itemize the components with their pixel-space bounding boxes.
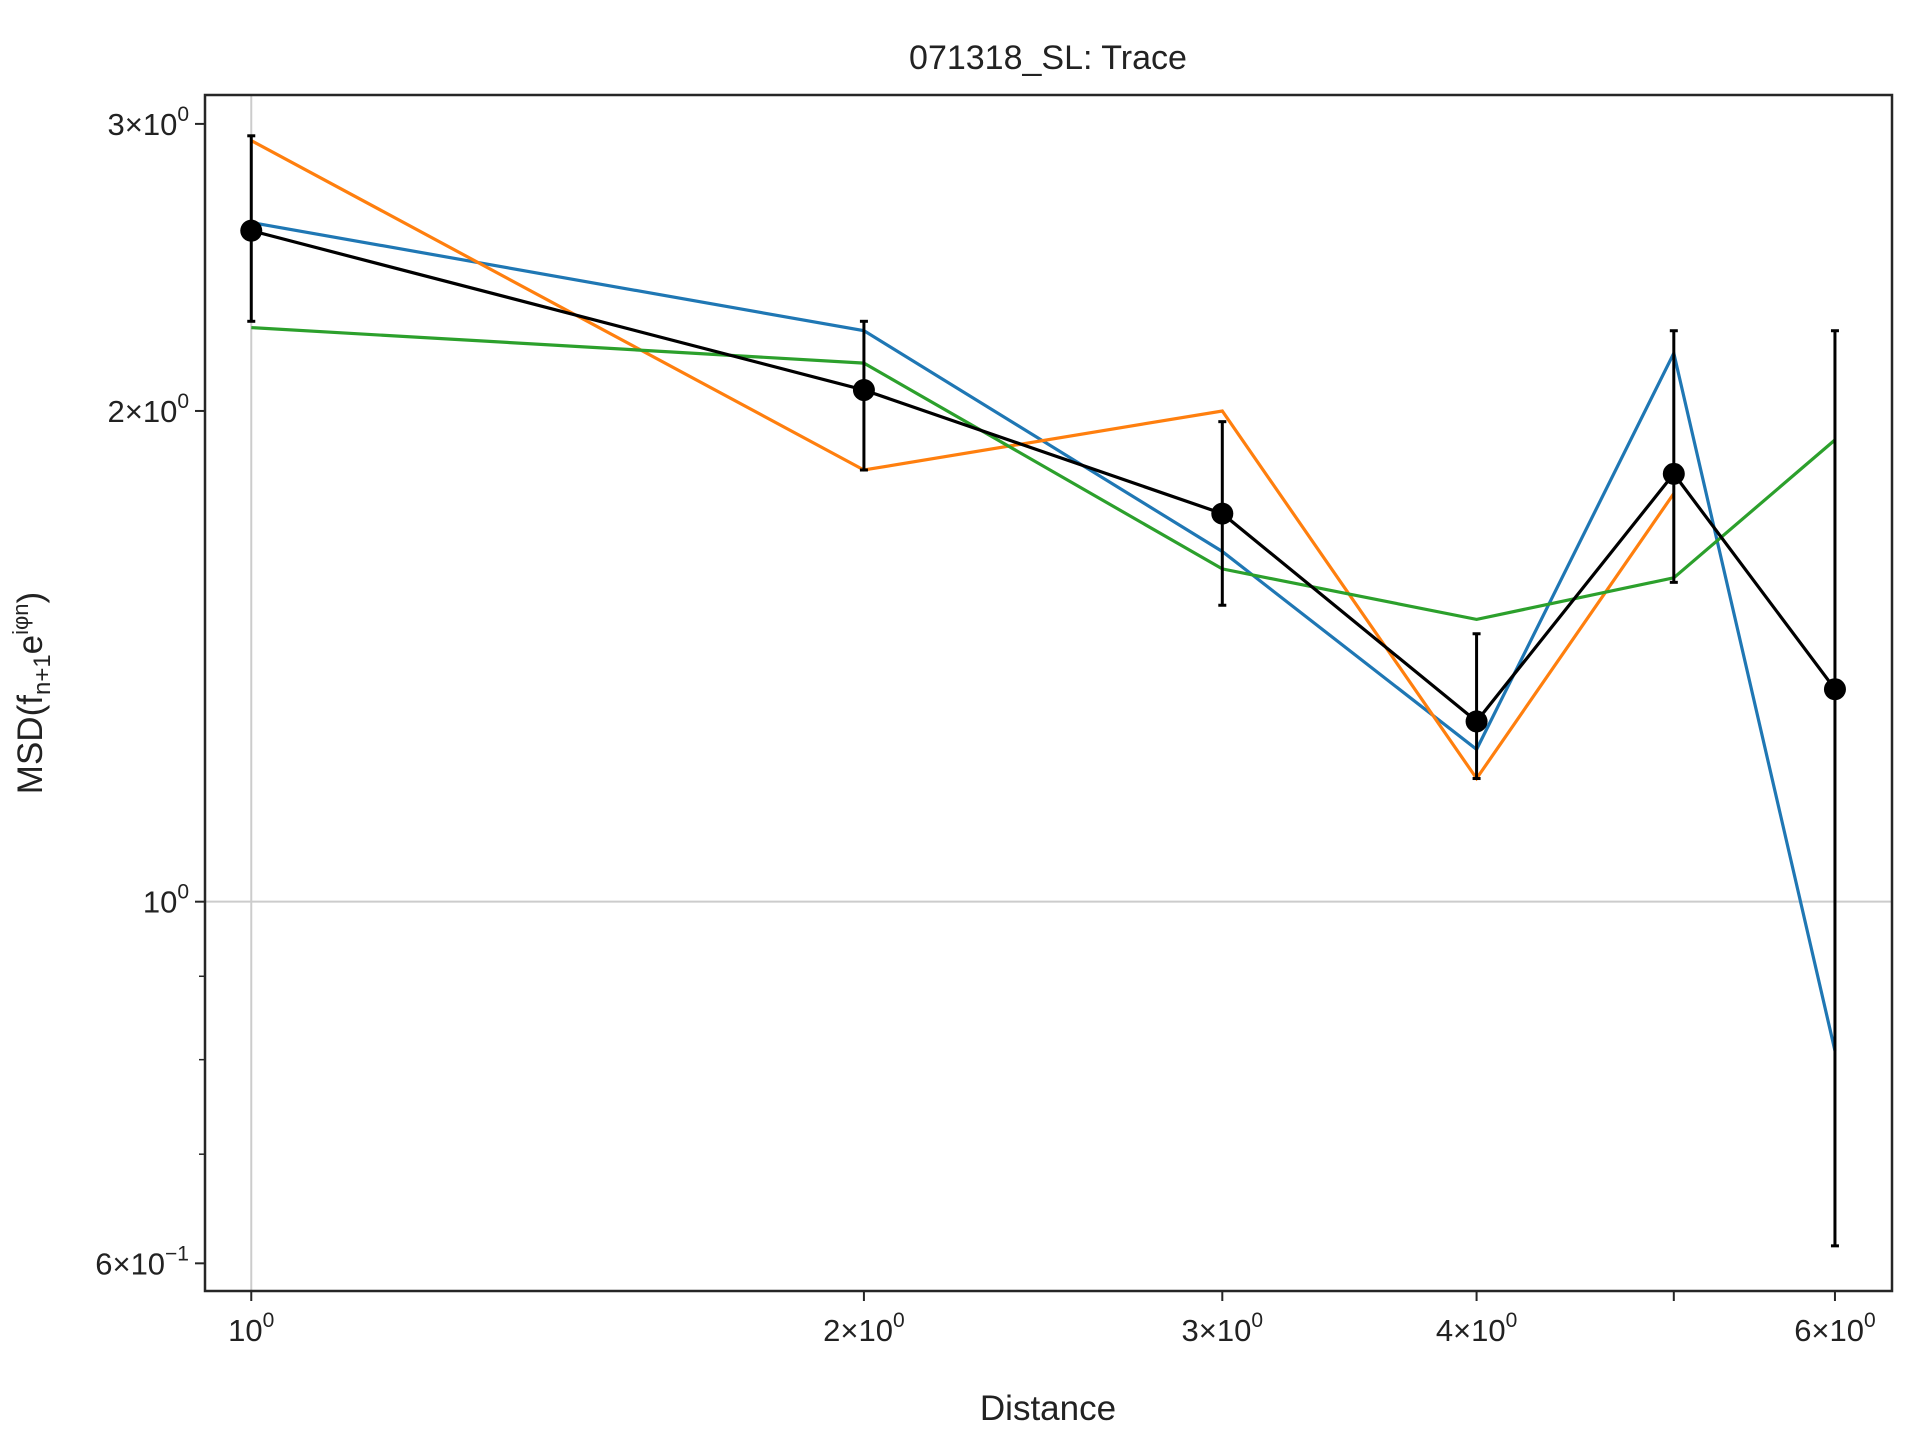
x-tick-label: 2×100 — [823, 1309, 905, 1348]
x-tick-label: 6×100 — [1794, 1309, 1876, 1348]
mean-layer — [240, 134, 1846, 1248]
y-tick-label-exponent: −1 — [165, 1242, 189, 1265]
x-tick-label: 100 — [228, 1309, 274, 1348]
x-tick-label-exponent: 0 — [1251, 1309, 1263, 1332]
mean-point — [852, 379, 875, 402]
x-tick-label: 4×100 — [1436, 1309, 1518, 1348]
y-tick-label: 6×10−1 — [95, 1242, 189, 1281]
mean-point — [1465, 710, 1488, 733]
series-line-3 — [251, 326, 1837, 622]
x-tick-label-base: 2×10 — [823, 1313, 893, 1348]
y-axis-label-close: ) — [11, 592, 50, 604]
mean-point — [1823, 678, 1846, 701]
plot-frame — [203, 93, 1894, 1293]
y-tick-label: 100 — [143, 881, 189, 920]
y-tick-label-base: 6×10 — [95, 1246, 165, 1281]
ticks-layer: 100 2×100 3×100 4×100 6×1003×1002×1001006×10… — [95, 103, 1875, 1348]
y-tick-label-base: 2×10 — [107, 394, 177, 429]
x-axis-label: Distance — [980, 1389, 1116, 1428]
mean-line — [250, 229, 1837, 724]
x-tick-label-exponent: 0 — [893, 1309, 905, 1332]
x-tick-label-base: 3×10 — [1182, 1313, 1252, 1348]
y-axis-label: MSD(fn+1eiφn) — [8, 592, 56, 794]
y-tick-label-exponent: 0 — [177, 881, 189, 904]
x-tick-label-base: 10 — [228, 1313, 262, 1348]
y-tick-label-exponent: 0 — [177, 390, 189, 413]
x-tick-label-base: 4×10 — [1436, 1313, 1506, 1348]
chart-title: 071318_SL: Trace — [909, 39, 1187, 77]
y-tick-label-base: 10 — [143, 885, 177, 920]
y-tick-label: 3×100 — [107, 103, 189, 142]
series-line-1 — [251, 220, 1837, 1052]
series-layer — [250, 139, 1837, 1052]
x-tick-label-exponent: 0 — [1864, 1309, 1876, 1332]
y-axis-label-sup: iφn — [8, 603, 33, 634]
x-tick-label-exponent: 0 — [263, 1309, 275, 1332]
y-axis-label-tail: e — [11, 635, 50, 654]
mean-point — [240, 219, 263, 242]
mean-point — [1662, 462, 1685, 485]
series-line-2 — [250, 139, 1676, 782]
y-tick-label-exponent: 0 — [177, 103, 189, 126]
mean-point — [1211, 502, 1234, 525]
x-tick-label-base: 6×10 — [1794, 1313, 1864, 1348]
y-axis-label-main: MSD(f — [11, 695, 50, 794]
x-tick-label: 3×100 — [1182, 1309, 1264, 1348]
y-tick-label-base: 3×10 — [107, 107, 177, 142]
x-tick-label-exponent: 0 — [1506, 1309, 1518, 1332]
y-axis-label-sub: n+1 — [29, 654, 56, 695]
y-tick-label: 2×100 — [107, 390, 189, 429]
